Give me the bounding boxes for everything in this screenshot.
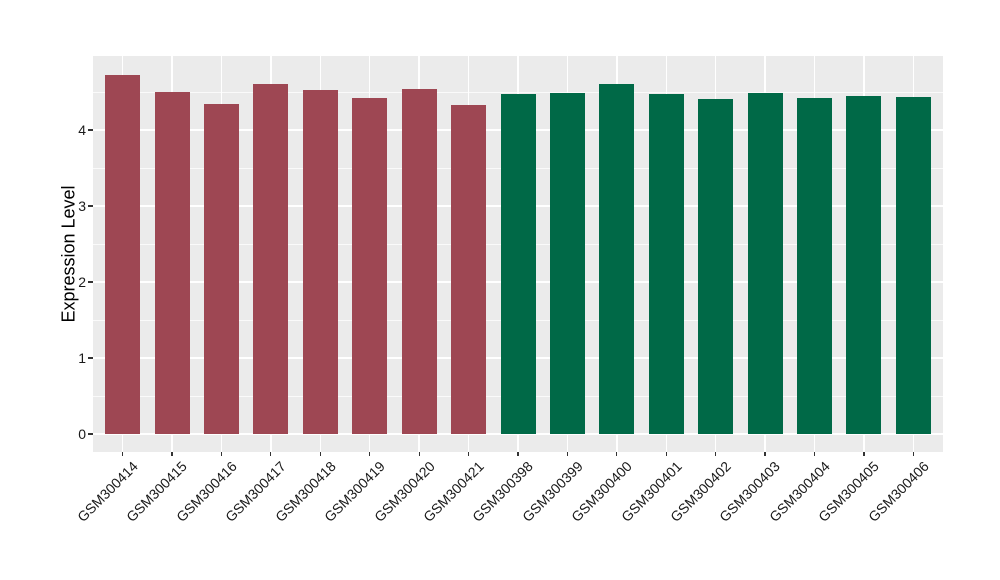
bar-GSM300421 [451,104,487,434]
bar-GSM300414 [105,75,141,434]
x-tick-mark [369,452,371,456]
bar-GSM300420 [401,88,437,434]
bar-GSM300401 [648,94,684,434]
y-tick-mark [88,433,93,435]
y-tick-label: 2 [78,274,86,290]
y-tick-label: 0 [78,426,86,442]
y-axis-title: Expression Level [58,185,79,323]
y-tick-label: 3 [78,198,86,214]
x-tick-mark [863,452,865,456]
plot-panel [93,56,943,452]
bar-GSM300405 [846,95,882,434]
y-tick-mark [88,205,93,207]
y-tick-label: 1 [78,350,86,366]
x-tick-mark [467,452,470,456]
y-tick-mark [88,129,93,131]
bar-GSM300400 [599,84,635,434]
bar-GSM300404 [797,98,832,434]
bar-GSM300403 [747,92,783,434]
x-tick-mark [912,452,914,456]
bar-GSM300399 [549,92,585,434]
bar-GSM300415 [154,92,190,434]
bar-GSM300417 [253,84,289,434]
x-tick-mark [616,452,618,456]
y-tick-mark [88,357,93,359]
bar-GSM300418 [302,90,338,434]
bar-GSM300419 [352,98,388,434]
x-tick-mark [566,452,568,456]
x-tick-mark [665,452,667,456]
x-tick-mark [171,452,173,456]
x-tick-mark [517,452,519,456]
x-tick-mark [270,452,272,456]
bar-GSM300416 [203,104,239,434]
x-tick-mark [715,452,717,456]
bar-GSM300398 [500,94,536,434]
x-tick-mark [764,452,766,456]
bar-GSM300406 [895,96,931,434]
x-tick-mark [220,452,223,456]
x-tick-mark [813,452,816,456]
x-tick-mark [418,452,420,456]
bar-GSM300402 [698,98,734,434]
x-tick-mark [319,452,321,456]
y-tick-label: 4 [78,122,86,138]
y-tick-mark [88,281,93,283]
x-tick-mark [122,452,124,456]
